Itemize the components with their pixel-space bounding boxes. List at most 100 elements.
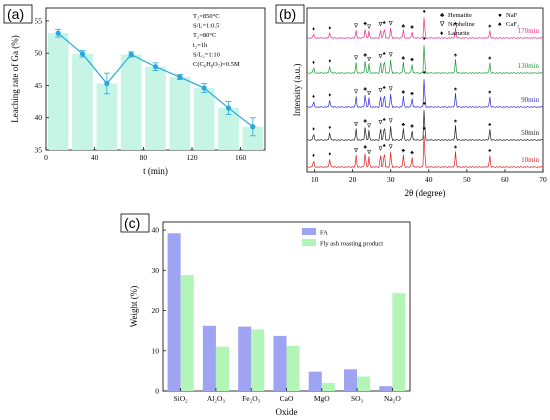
bar [357,376,371,391]
x-tick-label: 50 [463,175,471,184]
x-axis-title: t (min) [143,166,168,176]
bar [379,386,393,391]
panel-c-label: (c) [124,215,140,231]
y-tick-label: 40 [35,113,43,122]
panel-b-label: (b) [279,6,296,22]
panel-c-label-box [120,213,150,233]
xrd-pattern-line [306,45,544,75]
peak-marker: ♣ [410,24,414,30]
peak-marker: ∇ [378,145,384,152]
x-tick-label: CaO [280,394,294,403]
peak-marker: ∇ [353,147,359,154]
y-axis-title: Leaching rate of Ga (%) [10,35,20,122]
panel-a: (a) 0 40 80 120 160 35 40 45 50 55 t (min) Leaching… [3,4,266,176]
panel-c: (c) SiO₂ Al₂O₃ Fe₂O₃ CaO MgO SO₃ Na₂O 0 10 20 30 40… [120,213,411,417]
x-tick-label: 70 [539,175,547,184]
bar [242,126,264,150]
legend-label: FA [320,230,328,237]
x-tick-label: 30 [387,175,395,184]
bar [344,369,358,391]
bar [169,77,191,150]
peak-marker: ♠ [454,119,457,125]
bar [286,345,300,391]
peak-marker: ∇ [353,89,359,96]
peak-marker: ♠ [454,87,457,93]
panel-b: (b) ♦ ♦ ∇ ♣∇ ∇ ♠ ∇ ♣ ♣●♠ ♠170min♦ ♦ ∇ ♣∇ ∇ ♠ ∇ ♣ ♣●♠ ♠130m… [275,4,547,198]
peak-marker: ∇ [366,122,372,129]
bar [120,54,142,150]
peak-marker: ∇ [353,55,359,62]
bar [308,371,322,391]
peak-marker: ♣ [401,148,405,154]
x-tick-label: 40 [91,153,99,162]
bar [215,346,229,391]
x-axis-title: 2θ (degree) [404,188,445,198]
peak-marker: ∇ [353,22,359,29]
x-tick-label: 160 [235,153,247,162]
x-tick-label: 10 [311,175,319,184]
peak-marker: ● [423,9,426,15]
xrd-pattern-line [306,17,544,40]
data-point [225,105,232,111]
peak-marker: ♠ [454,145,457,151]
peak-marker: ∇ [378,21,384,28]
peak-marker: ♣ [363,145,367,151]
x-tick-label: 40 [425,175,433,184]
y-tick-label: 40 [152,226,160,235]
bar [251,329,265,391]
condition-text: S/L=1:0.5 [193,23,219,30]
peak-marker: ∇ [378,119,384,126]
peak-marker: ♠ [488,56,491,62]
y-tick-label: 10 [152,346,160,355]
peak-marker: ♦ [328,152,331,158]
peak-marker: ♦ [312,60,315,66]
peak-marker: ∇ [366,149,372,156]
data-point [201,85,207,91]
y-tick-label: 0 [155,387,159,396]
peak-marker: ♠ [383,117,386,123]
peak-marker: ∇ [366,23,372,30]
peak-marker: ● [423,126,426,132]
xrd-pattern-line [306,79,544,109]
peak-marker: ∇ [366,90,372,97]
legend-label: Nepheline [448,21,475,28]
peak-marker: ♣ [410,57,414,63]
condition-text: t₂=1h [193,42,208,49]
x-tick-label: SiO₂ [173,394,188,403]
legend-label: NaF [506,12,518,19]
data-point [55,30,61,36]
peak-marker: ♦ [312,94,315,100]
condition-text: T₂=80°C [193,32,216,39]
peak-marker: ♣ [363,87,367,93]
legend-symbol: ● [498,12,502,19]
x-axis-title: Oxide [276,407,298,417]
series-label: 130min [518,62,540,70]
peak-marker: ∇ [378,87,384,94]
xrd-pattern-line [306,135,544,169]
legend-symbol: ∇ [439,20,445,28]
x-tick-label: Al₂O₃ [207,394,226,403]
data-point [79,51,86,57]
panel-b-plot: ♦ ♦ ∇ ♣∇ ∇ ♠ ∇ ♣ ♣●♠ ♠170min♦ ♦ ∇ ♣∇ ∇ ♠ ∇ ♣ ♣●♠ ♠130min♦ ♦… [292,7,547,198]
series-label: 50min [521,129,539,137]
peak-marker: ♠ [454,21,457,27]
bar [193,88,215,150]
x-tick-label: 0 [44,153,48,162]
peak-marker: ● [423,36,426,42]
peak-marker: ♣ [401,90,405,96]
x-tick-label: 120 [186,153,198,162]
y-tick-label: 20 [152,306,160,315]
peak-marker: ♣ [410,123,414,129]
bar [273,335,287,391]
peak-marker: ∇ [378,53,384,60]
bar [202,325,216,391]
peak-marker: ♦ [328,26,331,32]
data-point [152,64,159,70]
legend-label: CaF₂ [506,21,519,28]
legend-label: Lazurite [448,30,470,37]
legend-swatch [302,239,316,246]
condition-text: C(C₆H₈O₇)=0.5M [193,61,240,68]
peak-marker: ∇ [388,86,394,93]
legend-symbol: ♣ [440,12,445,19]
